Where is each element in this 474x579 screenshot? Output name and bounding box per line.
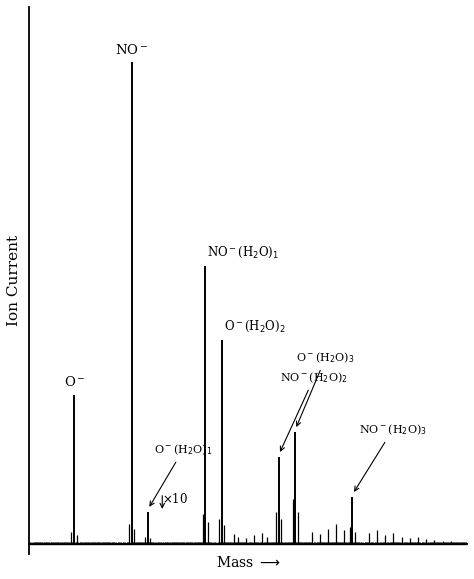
Text: $\times$10: $\times$10 bbox=[162, 492, 188, 506]
Y-axis label: Ion Current: Ion Current bbox=[7, 235, 21, 326]
Text: O$^-$(H$_2$O)$_2$: O$^-$(H$_2$O)$_2$ bbox=[224, 319, 285, 334]
Text: NO$^-$: NO$^-$ bbox=[115, 43, 148, 57]
Text: O$^-$: O$^-$ bbox=[64, 375, 85, 389]
Text: O$^-$(H$_2$O)$_3$: O$^-$(H$_2$O)$_3$ bbox=[296, 350, 355, 426]
Text: NO$^-$(H$_2$O)$_2$: NO$^-$(H$_2$O)$_2$ bbox=[280, 371, 348, 451]
Text: O$^-$(H$_2$O)$_1$: O$^-$(H$_2$O)$_1$ bbox=[150, 442, 212, 506]
X-axis label: Mass $\longrightarrow$: Mass $\longrightarrow$ bbox=[216, 555, 281, 570]
Text: NO$^-$(H$_2$O)$_3$: NO$^-$(H$_2$O)$_3$ bbox=[355, 423, 427, 491]
Text: NO$^-$(H$_2$O)$_1$: NO$^-$(H$_2$O)$_1$ bbox=[207, 244, 279, 259]
